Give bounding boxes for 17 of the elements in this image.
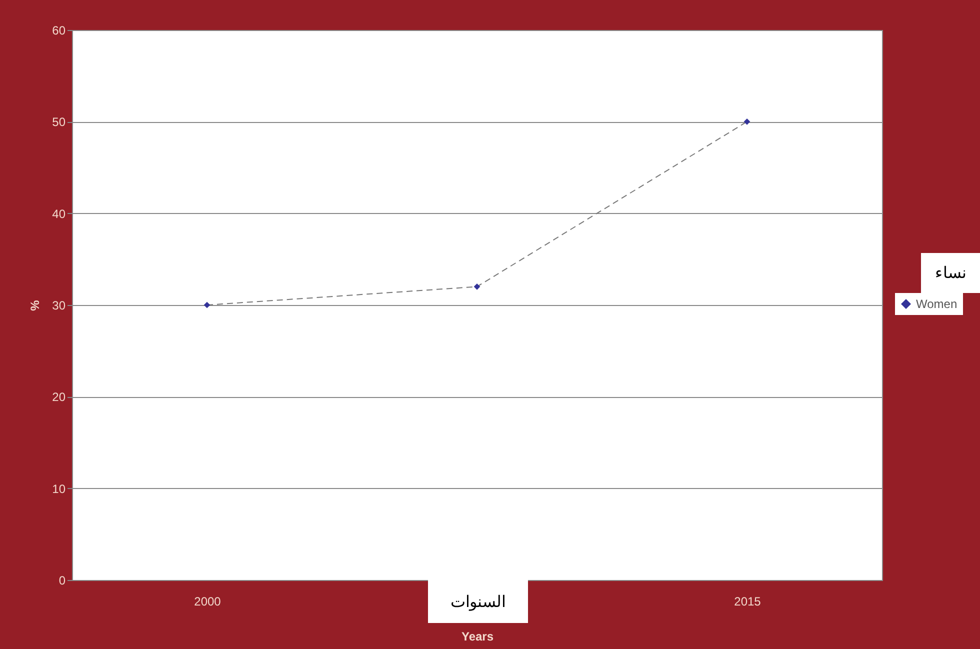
x-tick-label: 2015	[734, 594, 762, 608]
text: السنوات	[428, 580, 528, 623]
y-axis-title: %	[28, 300, 42, 311]
x-axis-title: Years	[461, 630, 494, 644]
y-tick-label: 60	[52, 24, 66, 38]
text: نساء	[921, 253, 980, 293]
point	[474, 284, 480, 290]
y-tick-label: 20	[52, 390, 66, 404]
x-tick-label: 2000	[194, 594, 222, 608]
y-tick-label: 10	[52, 482, 66, 496]
y-tick-label: 50	[52, 115, 66, 130]
y-tick-label: 0	[58, 574, 66, 588]
y-tick-label: 40	[52, 206, 66, 221]
point	[744, 118, 750, 125]
point	[204, 302, 210, 308]
y-tick-label: 30	[52, 298, 66, 312]
legend-label: Women	[916, 297, 958, 311]
